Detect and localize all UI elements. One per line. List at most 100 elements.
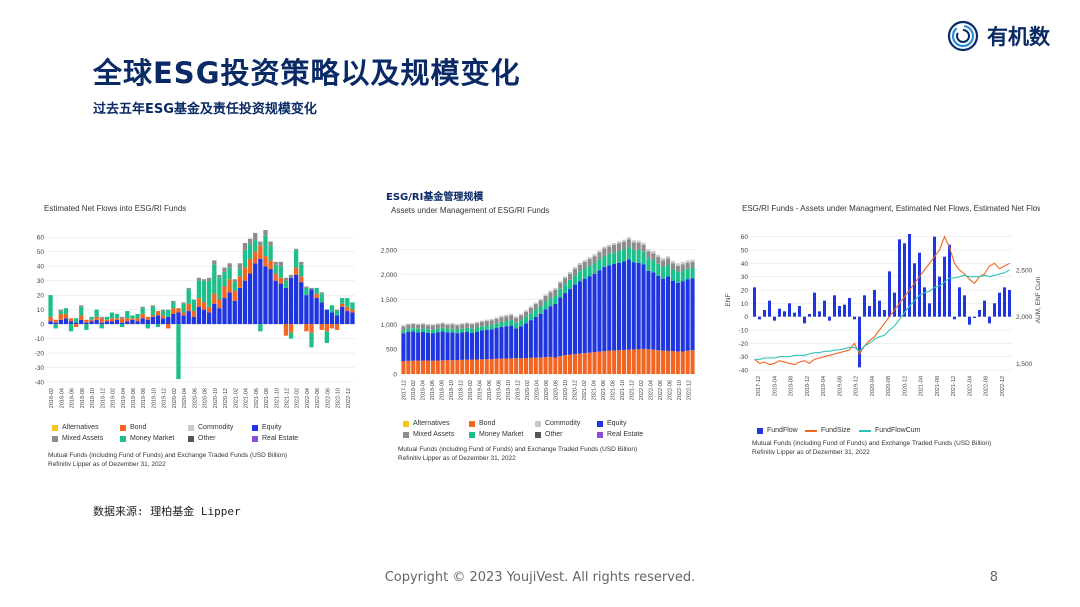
bar-segment xyxy=(309,332,314,348)
y-tick-label: 50 xyxy=(37,249,45,256)
bar-segment xyxy=(329,305,335,313)
x-tick-label: 2018-08 xyxy=(440,380,446,400)
bar-segment xyxy=(621,239,626,242)
bar-segment xyxy=(641,242,646,245)
chart1-legend: Alternatives Bond Commodity Equity Mixed… xyxy=(52,424,352,446)
x-tick-label: 2019-08 xyxy=(141,388,147,408)
bar-segment xyxy=(232,300,237,325)
fundflow-bar xyxy=(963,295,966,317)
legend-label: Mixed Assets xyxy=(62,435,104,442)
bar-segment xyxy=(309,289,314,325)
bar-segment xyxy=(150,305,156,307)
bar-segment xyxy=(646,251,651,259)
legend-real-estate: Real Estate xyxy=(252,435,298,442)
bar-segment xyxy=(626,237,631,240)
bar-segment xyxy=(263,266,268,325)
bar-segment xyxy=(607,246,612,254)
bar-segment xyxy=(48,316,53,322)
x-tick-label: 2021-10 xyxy=(620,380,626,400)
x-tick-label: 2021-12 xyxy=(951,376,957,396)
bar-segment xyxy=(237,287,243,325)
bar-segment xyxy=(288,274,294,278)
bar-segment xyxy=(582,353,587,374)
bar-segment xyxy=(474,359,479,374)
page-subtitle: 过去五年ESG基金及责任投资规模变化 xyxy=(93,102,317,117)
bar-segment xyxy=(626,246,631,260)
legend-mixed-assets: Mixed Assets xyxy=(403,431,454,438)
bar-segment xyxy=(401,326,406,331)
bar-segment xyxy=(504,316,509,322)
bar-segment xyxy=(99,324,104,329)
bar-segment xyxy=(212,260,217,265)
bar-segment xyxy=(489,320,494,325)
bar-segment xyxy=(109,318,115,322)
bar-segment xyxy=(612,242,617,245)
chart1-note: Mutual Funds (including Fund of Funds) a… xyxy=(48,451,287,469)
fundflow-bar xyxy=(988,316,991,324)
page-title: 全球ESG投资策略以及规模变化 xyxy=(93,56,521,90)
bar-segment xyxy=(217,277,222,300)
legend-label: Real Estate xyxy=(262,435,299,442)
bar-segment xyxy=(176,308,181,313)
x-tick-label: 2019-02 xyxy=(111,388,117,408)
bar-segment xyxy=(181,312,186,316)
bar-segment xyxy=(602,248,607,256)
x-tick-label: 2022-04 xyxy=(648,380,654,400)
fundflow-bar xyxy=(958,287,961,317)
legend-alternatives: Alternatives xyxy=(403,420,450,427)
bar-segment xyxy=(401,330,406,334)
bar-segment xyxy=(690,350,695,374)
bar-segment xyxy=(484,359,489,374)
y-tick-label: 30 xyxy=(37,278,45,285)
swatch-commodity xyxy=(535,420,541,427)
swatch-alternatives xyxy=(403,420,409,427)
bar-segment xyxy=(666,350,671,374)
bar-segment xyxy=(104,319,109,322)
bar-segment xyxy=(425,332,430,361)
bar-segment xyxy=(553,357,558,374)
bar-segment xyxy=(460,323,465,325)
bar-segment xyxy=(155,315,161,325)
bar-segment xyxy=(675,265,680,272)
x-tick-label: 2020-04 xyxy=(870,376,876,396)
x-tick-label: 2021-12 xyxy=(629,380,635,400)
fundflow-bar xyxy=(893,292,896,317)
bar-segment xyxy=(421,323,426,325)
data-source: 数据来源: 理柏基金 Lipper xyxy=(93,505,241,518)
bar-segment xyxy=(489,329,494,360)
bar-segment xyxy=(406,323,411,325)
bar-segment xyxy=(63,313,69,319)
bar-segment xyxy=(460,332,465,360)
bar-segment xyxy=(543,309,548,358)
bar-segment xyxy=(222,286,227,299)
y2-tick-label: 2,500 xyxy=(1016,268,1033,275)
bar-segment xyxy=(670,260,675,264)
bar-segment xyxy=(104,316,109,320)
bar-segment xyxy=(181,303,186,313)
y-tick-label: 10 xyxy=(741,301,749,308)
x-tick-label: 2022-04 xyxy=(305,388,311,408)
legend-label: Money Market xyxy=(479,431,524,438)
x-tick-label: 2022-12 xyxy=(346,388,352,408)
bar-segment xyxy=(411,328,416,332)
fundflow-bar xyxy=(828,316,831,321)
swatch-other xyxy=(188,435,194,442)
bar-segment xyxy=(514,316,519,318)
swatch-real-estate xyxy=(252,435,258,442)
bar-segment xyxy=(519,313,524,316)
bar-segment xyxy=(685,268,690,280)
fundflow-bar xyxy=(798,306,801,317)
bar-segment xyxy=(607,265,612,351)
fundflow-bar xyxy=(923,287,926,317)
x-tick-label: 2020-04 xyxy=(182,388,188,408)
x-tick-label: 2019-12 xyxy=(516,380,522,400)
legend-equity: Equity xyxy=(597,420,626,427)
x-tick-label: 2022-06 xyxy=(315,388,321,408)
bar-segment xyxy=(666,265,671,277)
x-tick-label: 2018-10 xyxy=(449,380,455,400)
x-tick-label: 2022-06 xyxy=(658,380,664,400)
bar-segment xyxy=(350,309,355,313)
x-tick-label: 2020-08 xyxy=(203,388,209,408)
legend-commodity: Commodity xyxy=(188,424,233,431)
bar-segment xyxy=(440,323,445,328)
